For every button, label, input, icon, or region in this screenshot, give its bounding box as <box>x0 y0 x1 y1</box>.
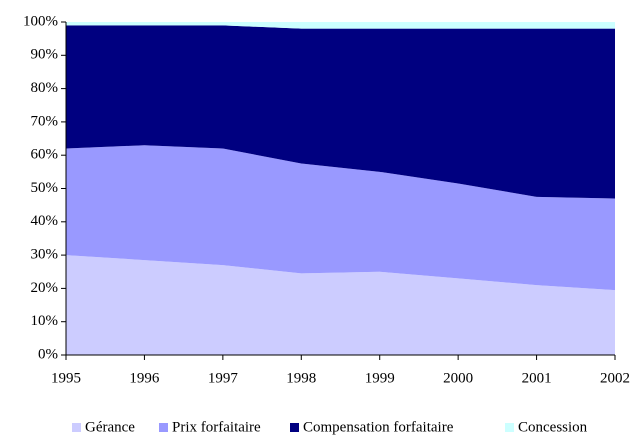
area <box>66 25 615 199</box>
area <box>66 255 615 355</box>
x-tick-label: 1997 <box>208 370 239 386</box>
x-tick-label: 2000 <box>443 370 473 386</box>
area <box>66 22 615 29</box>
x-tick-label: 1996 <box>129 370 160 386</box>
y-tick-label: 20% <box>31 280 59 296</box>
y-tick-label: 0% <box>38 346 58 362</box>
x-tick-label: 1998 <box>286 370 316 386</box>
legend-swatch <box>505 423 514 432</box>
legend-label: Compensation forfaitaire <box>303 419 454 435</box>
y-tick-label: 70% <box>31 113 59 129</box>
x-tick-label: 2001 <box>522 370 552 386</box>
legend-swatch <box>72 423 81 432</box>
legend-label: Concession <box>518 419 588 435</box>
y-tick-label: 80% <box>31 80 59 96</box>
legend-label: Prix forfaitaire <box>172 419 261 435</box>
legend-label: Gérance <box>85 419 135 435</box>
y-tick-label: 90% <box>31 47 59 63</box>
x-tick-label: 2002 <box>600 370 630 386</box>
y-tick-label: 50% <box>31 180 59 196</box>
y-tick-label: 30% <box>31 247 59 263</box>
y-tick-label: 100% <box>23 13 58 29</box>
y-tick-label: 10% <box>31 313 59 329</box>
area <box>66 145 615 291</box>
y-tick-label: 40% <box>31 213 59 229</box>
y-tick-label: 60% <box>31 147 59 163</box>
x-tick-label: 1999 <box>365 370 395 386</box>
legend-swatch <box>290 423 299 432</box>
legend-swatch <box>159 423 168 432</box>
x-tick-label: 1995 <box>51 370 81 386</box>
